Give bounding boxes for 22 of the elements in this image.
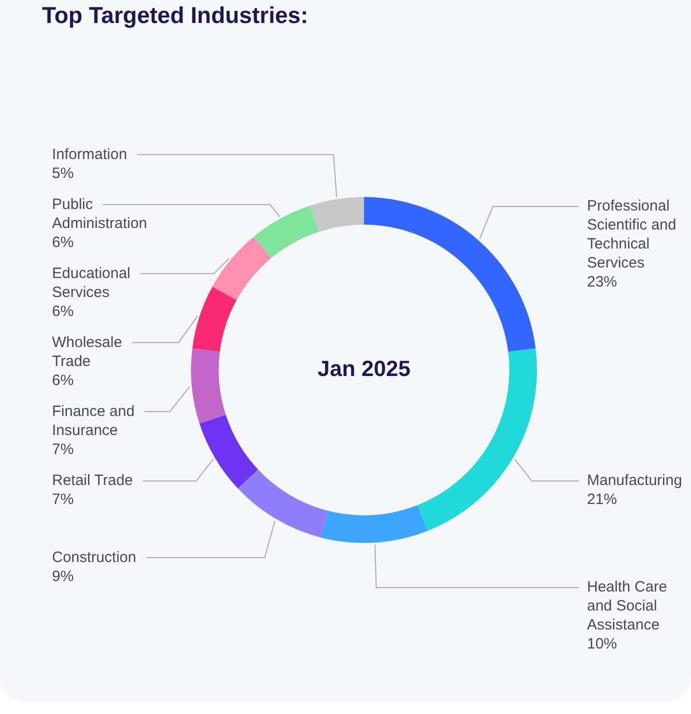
data-label: 9%	[52, 568, 74, 585]
data-label: 6%	[52, 234, 74, 251]
slice-label: Construction	[52, 548, 136, 566]
data-label: 7%	[52, 440, 74, 458]
data-label: 21%	[587, 491, 618, 508]
slice-label: Health Care and Social Assistance	[587, 578, 668, 634]
chart-title: Top Targeted Industries:	[42, 2, 308, 29]
data-label: 7%	[52, 491, 74, 508]
text: Jan 2025	[318, 356, 410, 382]
data-label: 10%	[587, 636, 618, 653]
data-label: 6%	[52, 302, 74, 320]
slice-label: Information	[52, 146, 128, 163]
data-label: 23%	[587, 274, 618, 291]
slice-label: Retail Trade	[52, 472, 133, 490]
slice-label: Manufacturing	[587, 472, 682, 490]
slice-label: Public Administration	[52, 196, 148, 232]
slice-label: Professional Scientific and Technical Services	[587, 198, 676, 272]
slice-label: Educational Services	[52, 264, 130, 301]
slice-label: Wholesale Trade	[52, 334, 122, 370]
data-label: 6%	[52, 372, 74, 389]
slice-label: Finance and Insurance	[52, 402, 135, 439]
data-label: 5%	[52, 164, 74, 182]
